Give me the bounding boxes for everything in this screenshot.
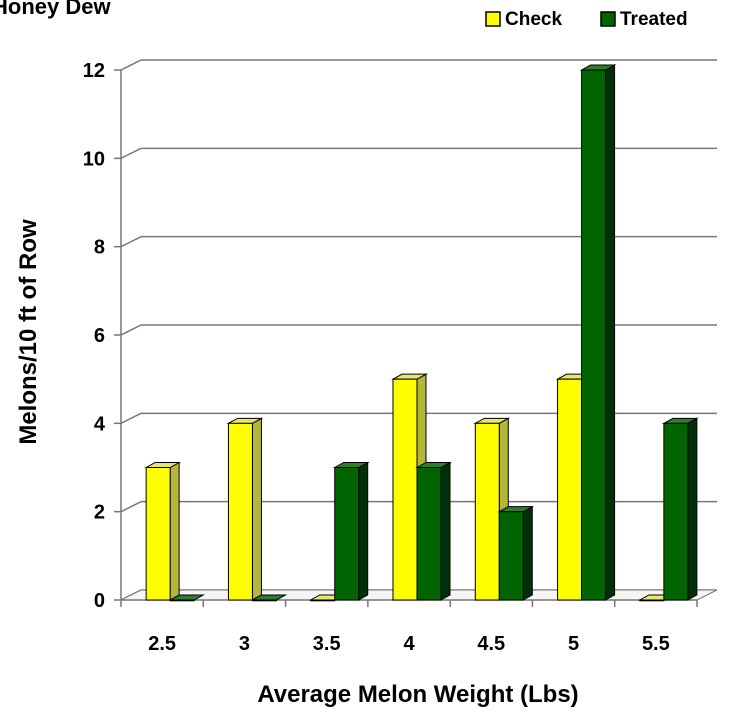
bar-front-treated-4	[416, 467, 442, 601]
y-axis-title: Melons/10 ft of Row	[15, 219, 42, 445]
bar-check-2.5	[144, 461, 182, 601]
tick-labels: 0 2 4 6 8 10 12 2.5 3 3.5 4 4.5 5 5.5	[83, 60, 670, 655]
y-tick-label: 2	[94, 502, 105, 524]
chart-title: Honey Dew	[0, 0, 111, 19]
gridline-depth	[120, 235, 142, 248]
bar-side-treated-4.5	[522, 505, 533, 601]
x-tick-label-5: 5	[568, 633, 579, 655]
bar-side-check-3	[251, 417, 262, 601]
x-tick-label-3.5: 3.5	[313, 633, 341, 655]
bar-side-treated-5.5	[687, 417, 698, 601]
x-tick-label-4: 4	[403, 633, 415, 655]
legend-swatch-check	[485, 11, 501, 27]
y-tick-label: 0	[94, 590, 105, 612]
x-tick-label-5.5: 5.5	[642, 633, 670, 655]
y-tick-label: 12	[83, 60, 105, 82]
bar-side-treated-3.5	[358, 461, 369, 601]
y-tick-label: 8	[94, 237, 105, 259]
bar-front-check-3.5	[310, 599, 336, 602]
bar-front-check-5	[557, 378, 583, 601]
gridline-depth	[120, 59, 142, 71]
bar-front-treated-3.5	[334, 467, 360, 601]
bar-front-check-4.5	[474, 422, 500, 601]
bar-side-check-2.5	[169, 461, 180, 601]
gridline-depth	[120, 412, 142, 425]
bar-front-check-2.5	[145, 467, 171, 601]
bar-side-treated-5	[605, 64, 616, 601]
x-tick-label-2.5: 2.5	[148, 633, 176, 655]
bar-treated-4.5	[497, 505, 535, 601]
legend-label-check: Check	[505, 9, 562, 30]
bar-treated-4	[415, 461, 452, 601]
bar-side-treated-4	[440, 461, 451, 601]
legend-label-treated: Treated	[620, 9, 688, 30]
y-tick-label: 10	[83, 148, 105, 170]
x-axis-title: Average Melon Weight (Lbs)	[257, 681, 578, 708]
gridline-depth	[120, 324, 142, 336]
gridline-depth	[120, 500, 142, 513]
bar-front-check-5.5	[639, 599, 665, 602]
gridline-depth	[120, 147, 142, 160]
bar-check-3	[226, 417, 264, 601]
bar-front-treated-2.5	[169, 599, 195, 602]
bar-front-treated-5.5	[663, 422, 689, 601]
bar-front-check-4	[392, 378, 418, 601]
legend-swatch-treated	[600, 11, 616, 27]
y-tick-label: 6	[94, 325, 105, 347]
bar-treated-3.5	[332, 461, 370, 601]
bars	[144, 64, 699, 602]
legend: Check Treated	[485, 9, 688, 30]
x-tick-label-4.5: 4.5	[477, 633, 505, 655]
y-tick-label: 4	[94, 413, 106, 435]
x-tick-label-3: 3	[239, 633, 250, 655]
bar-treated-3	[250, 594, 288, 602]
bar-treated-2.5	[168, 594, 206, 602]
bar-front-treated-4.5	[498, 511, 524, 601]
bar-treated-5.5	[661, 417, 699, 601]
bar-front-treated-5	[581, 69, 607, 601]
bar-front-check-3	[227, 422, 253, 601]
bar-front-treated-3	[251, 599, 277, 602]
bar-treated-5	[579, 64, 617, 601]
